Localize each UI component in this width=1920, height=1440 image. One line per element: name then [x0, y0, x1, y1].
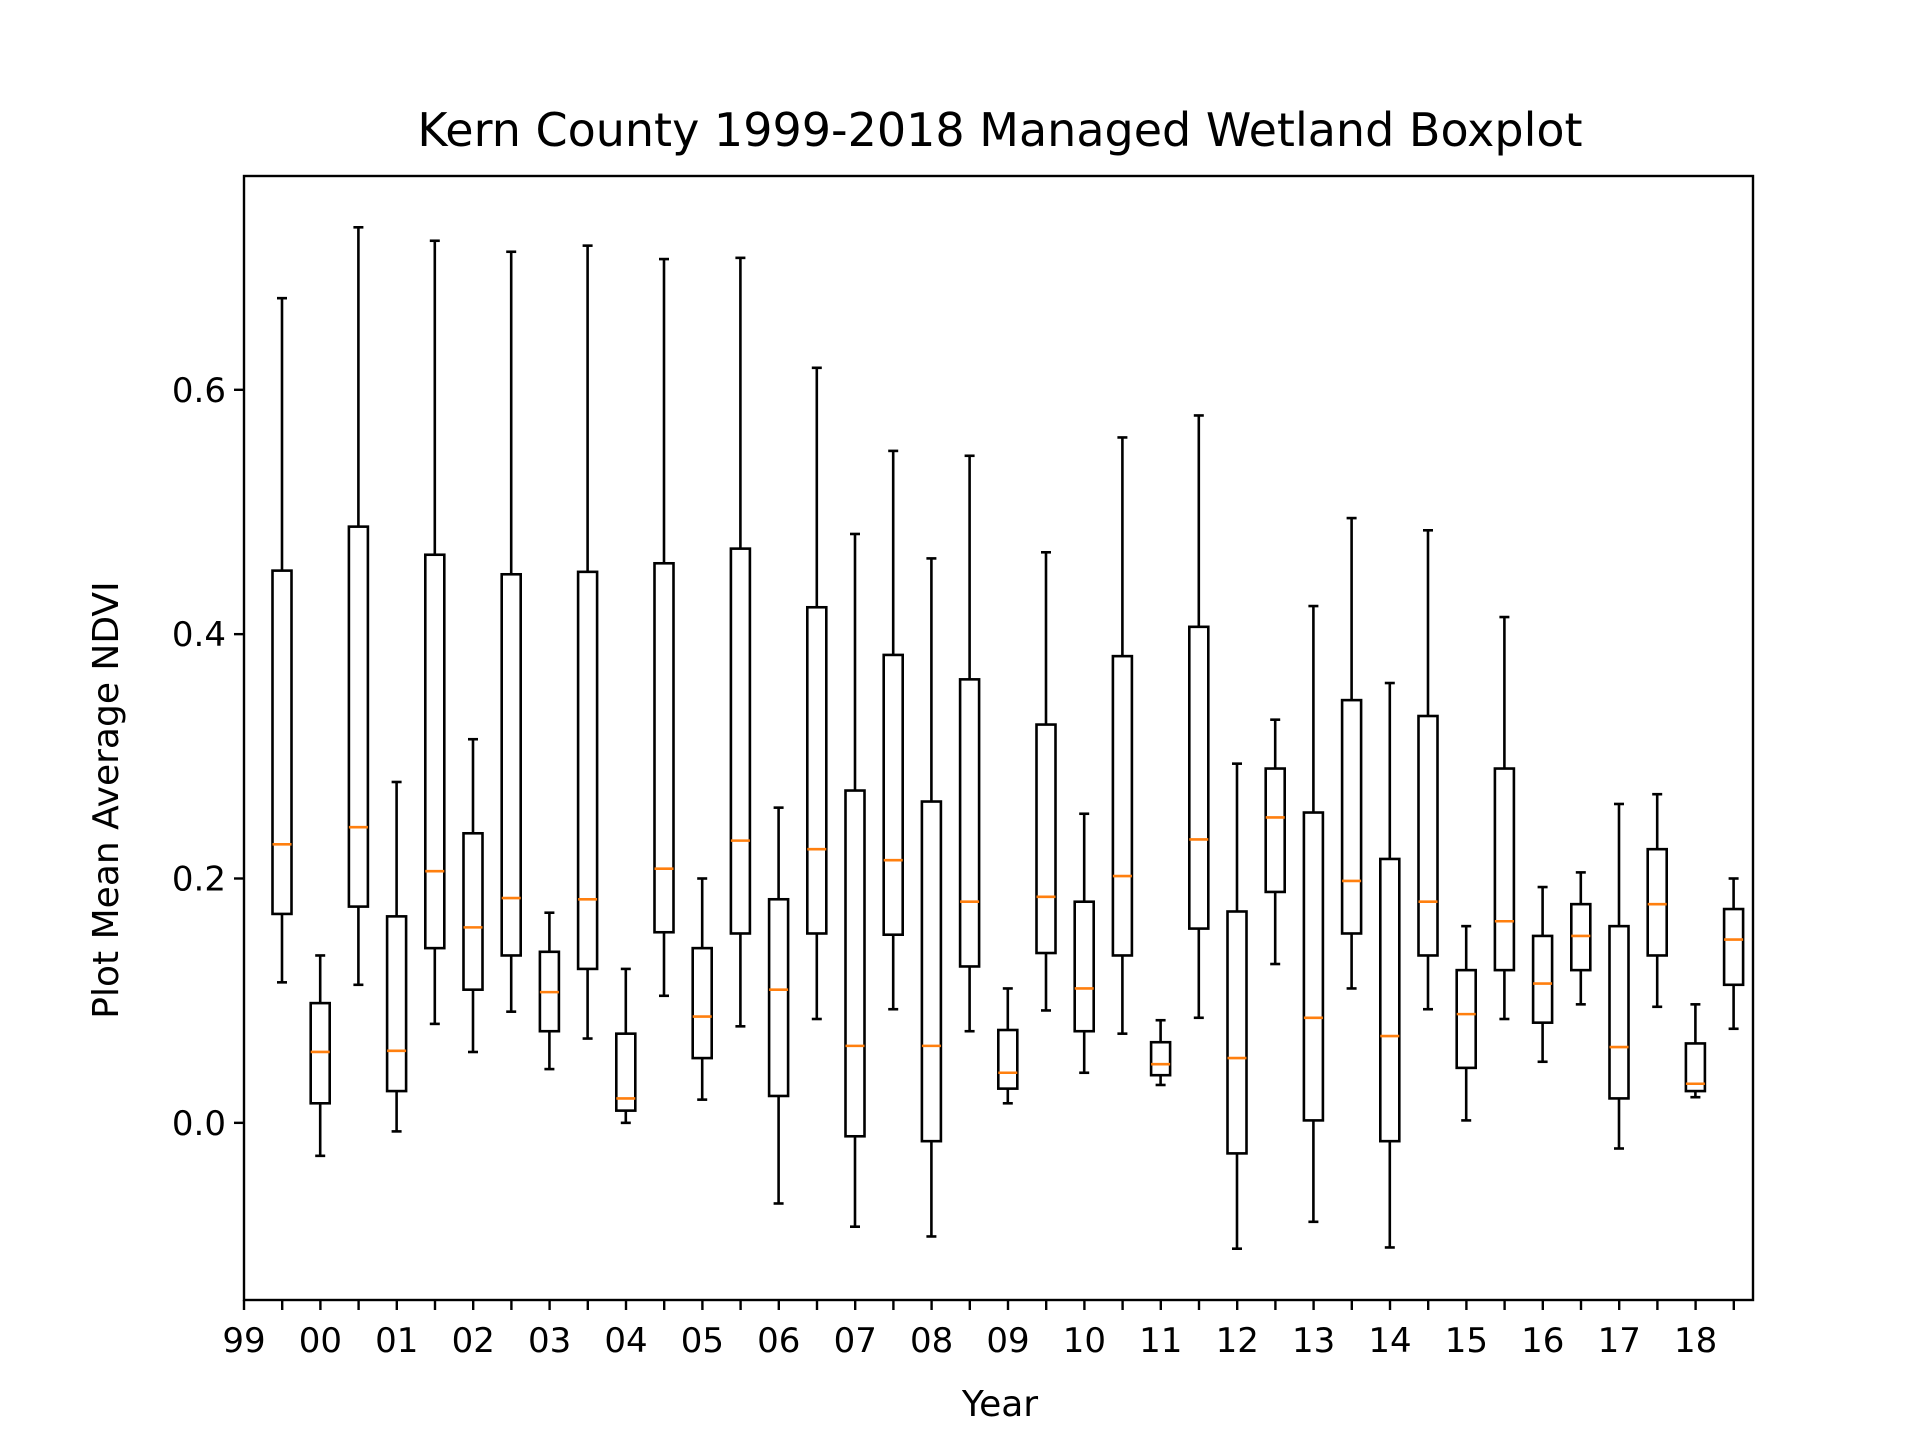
- box: [767, 897, 790, 1098]
- x-tick-label: 13: [1292, 1321, 1335, 1361]
- x-tick-label: 08: [910, 1321, 953, 1361]
- box: [920, 800, 943, 1143]
- box: [462, 831, 484, 991]
- x-tick-label: 05: [681, 1321, 724, 1361]
- box: [996, 1028, 1019, 1090]
- x-tick-label: 16: [1521, 1321, 1564, 1361]
- plot-area: 0.0 0.2 0.4 0.6 99 00 01 02 03 04 05 06 07 08 09 10 11 12…: [172, 226, 1745, 1361]
- box: [958, 678, 981, 968]
- x-tick-label: 04: [604, 1321, 647, 1361]
- box: [844, 789, 866, 1138]
- box: [1417, 714, 1439, 957]
- box: [1531, 934, 1554, 1024]
- box: [1073, 900, 1095, 1033]
- x-tick-label: 15: [1445, 1321, 1488, 1361]
- y-tick-label: 0.2: [172, 860, 226, 900]
- box: [1340, 698, 1363, 935]
- box: [1379, 857, 1401, 1143]
- box: [385, 915, 408, 1093]
- x-tick-label: 14: [1368, 1321, 1411, 1361]
- x-tick-label: 17: [1598, 1321, 1641, 1361]
- x-tick-label: 06: [757, 1321, 800, 1361]
- box: [1455, 968, 1477, 1070]
- box: [1188, 625, 1210, 930]
- box: [1226, 910, 1248, 1155]
- x-tick-label: 11: [1139, 1321, 1182, 1361]
- box: [614, 1032, 637, 1112]
- box: [423, 553, 446, 950]
- box: [500, 572, 523, 957]
- box: [347, 525, 370, 908]
- box: [1646, 847, 1668, 957]
- y-axis-label: Plot Mean Average NDVI: [86, 581, 127, 1018]
- box: [1684, 1042, 1707, 1093]
- box: [1111, 654, 1134, 957]
- box: [1608, 924, 1630, 1100]
- box: [882, 653, 905, 937]
- x-tick-label: 03: [528, 1321, 571, 1361]
- y-tick-label: 0.0: [172, 1104, 226, 1144]
- box: [653, 561, 675, 934]
- plot-frame: [242, 174, 1755, 1302]
- chart-title: Kern County 1999-2018 Managed Wetland Bo…: [417, 103, 1582, 157]
- box: [1149, 1040, 1172, 1077]
- box: [1493, 767, 1516, 972]
- box: [576, 570, 599, 971]
- box: [729, 547, 752, 935]
- x-tick-label: 01: [375, 1321, 418, 1361]
- y-tick-label: 0.6: [172, 371, 226, 411]
- x-tick-label: 10: [1063, 1321, 1106, 1361]
- x-tick-label: 09: [986, 1321, 1029, 1361]
- box: [1035, 723, 1057, 955]
- box: [1722, 907, 1745, 987]
- box: [805, 605, 828, 935]
- box: [1302, 811, 1325, 1122]
- x-tick-label: 12: [1216, 1321, 1259, 1361]
- x-tick-label: 00: [299, 1321, 342, 1361]
- box: [1264, 767, 1286, 894]
- y-tick-label: 0.4: [172, 615, 226, 655]
- x-axis-label: Year: [961, 1384, 1038, 1425]
- x-tick-label: 02: [452, 1321, 495, 1361]
- box: [271, 569, 293, 916]
- x-tick-label: 07: [834, 1321, 877, 1361]
- box: [691, 946, 714, 1060]
- x-tick-label: 18: [1674, 1321, 1717, 1361]
- x-tick-label: 99: [222, 1321, 265, 1361]
